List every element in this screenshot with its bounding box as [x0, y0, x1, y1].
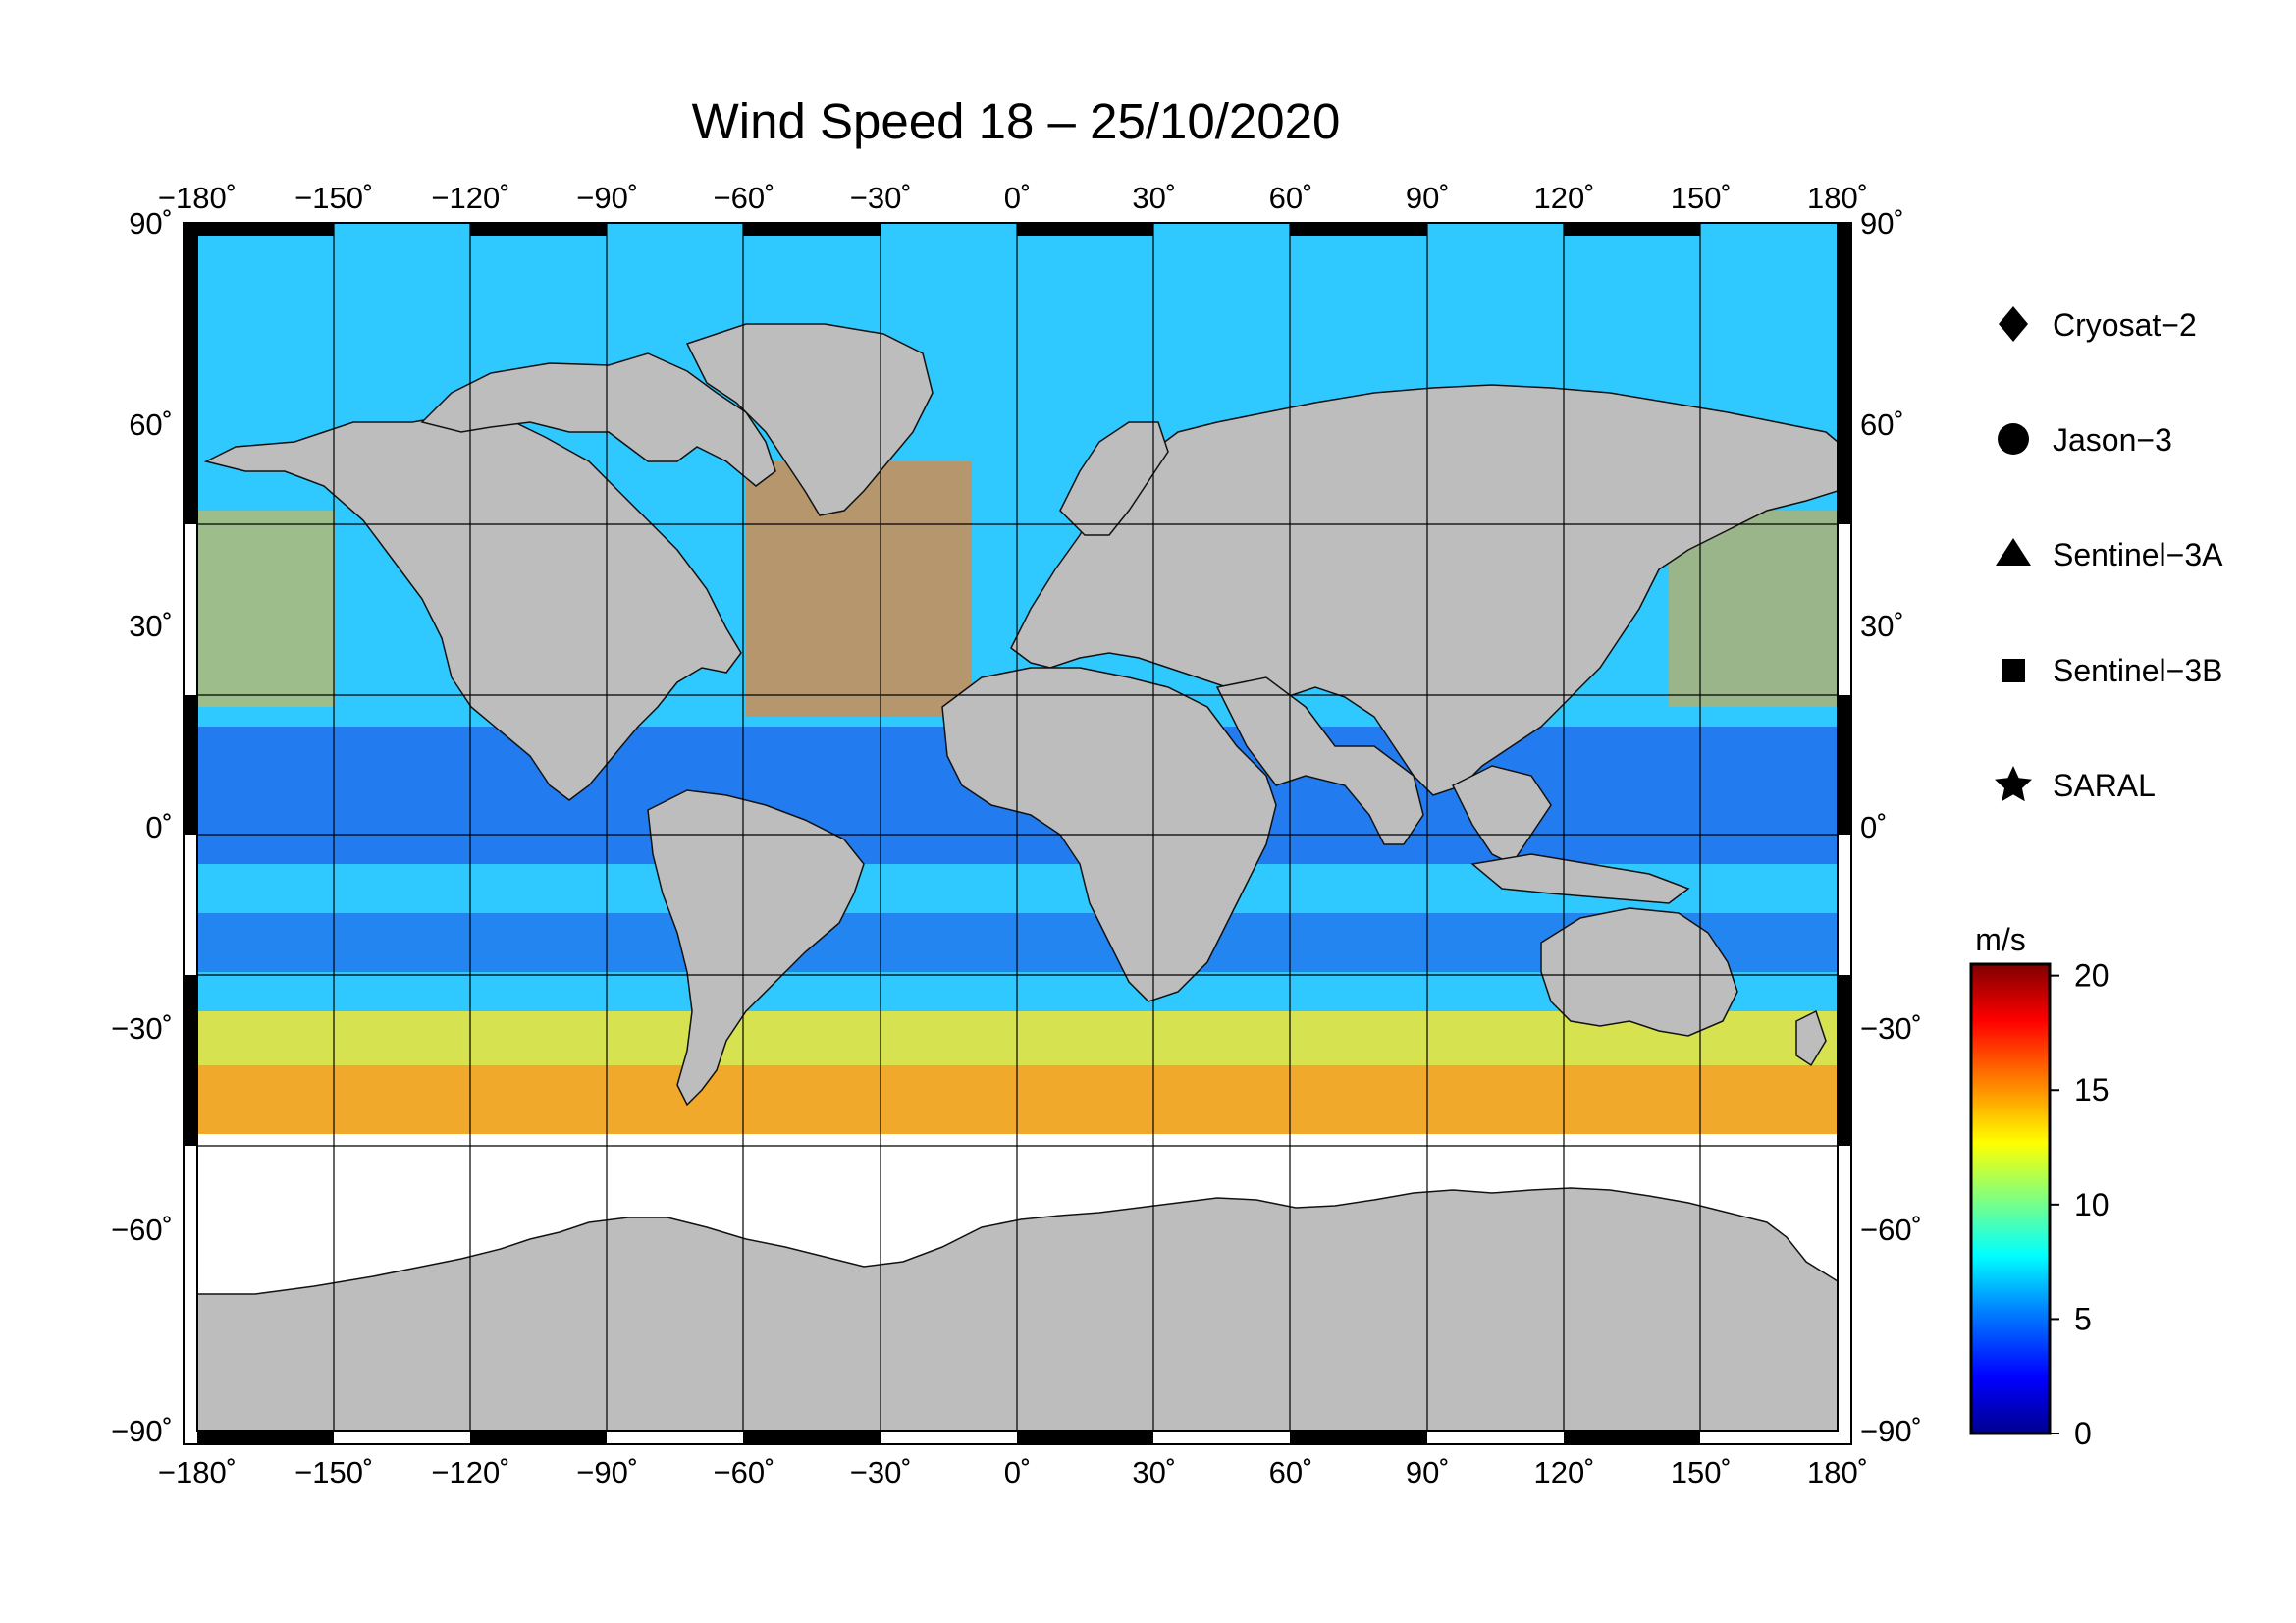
colorbar-tick-label: 5: [2074, 1301, 2092, 1336]
colorbar-tick-label: 10: [2074, 1187, 2109, 1222]
colorbar-gradient: [1969, 962, 2052, 1435]
lon-tick-label: 30˚: [1132, 1455, 1176, 1489]
lat-tick-label: −30˚: [111, 1011, 173, 1046]
lon-tick-label: −30˚: [850, 1455, 912, 1489]
lat-tick-label: −90˚: [111, 1414, 173, 1448]
lat-tick-label: 30˚: [1860, 609, 1904, 643]
lon-tick-label: −120˚: [431, 1455, 509, 1489]
legend-label-saral: SARAL: [2053, 768, 2156, 803]
lon-tick-label: 90˚: [1406, 1455, 1450, 1489]
colorbar-unit-label: m/s: [1975, 922, 2026, 957]
satellite-legend: Cryosat−2 Jason−3 Sentinel−3A Sentinel−3…: [1995, 306, 2223, 803]
lat-tick-labels-right: 90˚ 60˚ 30˚ 0˚ −30˚ −60˚ −90˚: [1860, 206, 1922, 1448]
lon-tick-label: −30˚: [850, 181, 912, 215]
north-atlantic-high-wind: [746, 461, 972, 717]
lon-tick-label: −90˚: [576, 181, 638, 215]
star-icon: [1995, 766, 2032, 802]
lat-tick-label: 60˚: [129, 407, 173, 442]
lat-tick-label: −30˚: [1860, 1011, 1922, 1046]
lon-tick-label: −120˚: [431, 181, 509, 215]
colorbar-tick-label: 0: [2074, 1416, 2092, 1451]
lat-tick-label: 30˚: [129, 609, 173, 643]
square-icon: [2002, 659, 2025, 682]
colorbar-tick-label: 15: [2074, 1072, 2109, 1108]
map-panel: [183, 222, 1852, 1445]
lat-tick-label: −60˚: [1860, 1213, 1922, 1247]
lon-tick-label: −60˚: [714, 1455, 775, 1489]
lon-tick-label: −180˚: [158, 181, 237, 215]
lon-tick-label: 90˚: [1406, 181, 1450, 215]
lon-tick-label: −150˚: [294, 181, 373, 215]
lon-tick-label: −90˚: [576, 1455, 638, 1489]
lat-tick-label: 60˚: [1860, 407, 1904, 442]
lon-tick-label: −180˚: [158, 1455, 237, 1489]
australia-landmass: [1540, 907, 1738, 1037]
lon-tick-label: 30˚: [1132, 181, 1176, 215]
legend-label-cryosat: Cryosat−2: [2053, 307, 2197, 343]
indonesia-islands: [1470, 853, 1690, 904]
lon-tick-label: 120˚: [1533, 1455, 1594, 1489]
south-america-landmass: [647, 789, 865, 1107]
lon-tick-label: 60˚: [1269, 1455, 1313, 1489]
scandinavia-landmass: [1059, 421, 1169, 536]
lat-tick-label: 90˚: [129, 206, 173, 241]
legend-label-sentinel-3a: Sentinel−3A: [2053, 537, 2223, 572]
north-pacific-high-wind: [197, 511, 335, 707]
lat-tick-labels-left: 90˚ 60˚ 30˚ 0˚ −30˚ −60˚ −90˚: [111, 206, 173, 1448]
north-america-arctic-islands: [420, 352, 776, 487]
legend-label-sentinel-3b: Sentinel−3B: [2053, 653, 2222, 688]
triangle-icon: [1996, 538, 2031, 566]
lon-tick-label: −150˚: [294, 1455, 373, 1489]
map-title: Wind Speed 18 – 25/10/2020: [692, 93, 1341, 149]
map-frame: [183, 222, 1852, 1445]
lon-tick-label: 60˚: [1269, 181, 1313, 215]
lon-tick-label: 120˚: [1533, 181, 1594, 215]
lon-tick-label: 180˚: [1807, 1455, 1868, 1489]
arabia-india-landmass: [1215, 676, 1424, 845]
lon-tick-label: 180˚: [1807, 181, 1868, 215]
new-zealand-landmass: [1795, 1009, 1827, 1067]
lon-tick-label: 150˚: [1671, 1455, 1732, 1489]
lon-tick-labels-top: −180˚ −150˚ −120˚ −90˚ −60˚ −30˚ 0˚ 30˚ 60˚ 90˚ 12…: [158, 181, 1868, 215]
lon-tick-label: 0˚: [1004, 181, 1032, 215]
lon-tick-label: −60˚: [714, 181, 775, 215]
graticule-grid: [197, 223, 1838, 1431]
lat-tick-label: −90˚: [1860, 1414, 1922, 1448]
colorbar: m/s 20 15 10 5 0: [1969, 922, 2109, 1451]
legend-item-cryosat: Cryosat−2: [1999, 306, 2197, 343]
colorbar-tick-label: 20: [2074, 958, 2109, 994]
circle-icon: [1998, 423, 2029, 455]
legend-item-saral: SARAL: [1995, 766, 2156, 803]
lat-tick-label: 0˚: [1860, 810, 1888, 844]
legend-item-sentinel-3b: Sentinel−3B: [2002, 653, 2222, 688]
legend-item-sentinel-3a: Sentinel−3A: [1996, 537, 2223, 572]
diamond-icon: [1999, 306, 2028, 342]
lat-tick-label: 0˚: [145, 810, 173, 844]
legend-item-jason: Jason−3: [1998, 422, 2172, 458]
lon-tick-label: 0˚: [1004, 1455, 1032, 1489]
colorbar-ticks: 20 15 10 5 0: [2050, 958, 2109, 1451]
lat-tick-label: −60˚: [111, 1213, 173, 1247]
lon-tick-labels-bottom: −180˚ −150˚ −120˚ −90˚ −60˚ −30˚ 0˚ 30˚ 60˚ 90˚ 12…: [158, 1455, 1868, 1489]
greenland-landmass: [685, 323, 934, 516]
legend-label-jason: Jason−3: [2053, 422, 2172, 458]
lon-tick-label: 150˚: [1671, 181, 1732, 215]
lat-tick-label: 90˚: [1860, 206, 1904, 241]
